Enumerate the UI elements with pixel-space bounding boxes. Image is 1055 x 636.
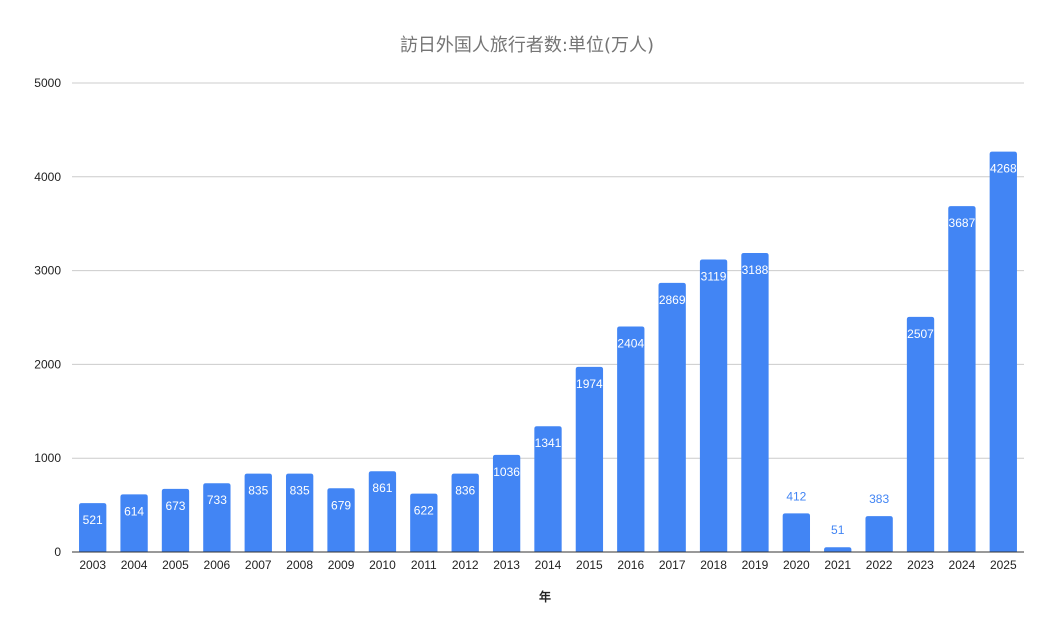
data-label-2008: 835 bbox=[290, 484, 310, 498]
x-tick-label-2011: 2011 bbox=[411, 558, 437, 572]
data-label-2006: 733 bbox=[207, 493, 227, 507]
bar-2013 bbox=[492, 454, 521, 552]
bar-2003 bbox=[79, 503, 107, 552]
bar-2021 bbox=[824, 547, 852, 552]
bar-2014 bbox=[534, 426, 562, 552]
bar-2016 bbox=[617, 326, 645, 552]
bar-2019 bbox=[741, 252, 769, 552]
bar-2017 bbox=[658, 282, 686, 552]
x-tick-label-2007: 2007 bbox=[245, 558, 272, 572]
bar-2024 bbox=[948, 206, 976, 552]
x-tick-label-2014: 2014 bbox=[535, 558, 562, 572]
bar-2022 bbox=[865, 516, 893, 552]
x-tick-label-2017: 2017 bbox=[659, 558, 686, 572]
x-tick-label-2021: 2021 bbox=[824, 558, 851, 572]
x-tick-label-2006: 2006 bbox=[204, 558, 231, 572]
bar-2010 bbox=[368, 471, 397, 552]
bar-2020 bbox=[782, 513, 811, 552]
x-tick-label-2025: 2025 bbox=[990, 558, 1017, 572]
data-label-2005: 673 bbox=[165, 499, 185, 513]
bar-2011 bbox=[410, 493, 438, 552]
bar-2008 bbox=[285, 473, 314, 552]
x-tick-label-2009: 2009 bbox=[328, 558, 355, 572]
x-tick-label-2003: 2003 bbox=[79, 558, 106, 572]
x-tick-label-2008: 2008 bbox=[286, 558, 313, 572]
data-label-2023: 2507 bbox=[907, 327, 934, 341]
y-tick-label-2: 2000 bbox=[34, 357, 61, 371]
data-label-2020: 412 bbox=[786, 489, 806, 503]
bars bbox=[79, 151, 1017, 552]
x-tick-label-2004: 2004 bbox=[121, 558, 148, 572]
bar-2005 bbox=[161, 488, 190, 552]
data-label-2014: 1341 bbox=[535, 436, 562, 450]
data-label-2004: 614 bbox=[124, 504, 144, 518]
data-label-2016: 2404 bbox=[617, 337, 644, 351]
y-tick-label-3: 3000 bbox=[34, 264, 61, 278]
x-tick-label-2019: 2019 bbox=[742, 558, 769, 572]
y-tick-label-4: 4000 bbox=[34, 170, 61, 184]
data-label-2017: 2869 bbox=[659, 293, 686, 307]
data-labels: 521 614 673 733 835 835 679 861 622 836 1036 1341 19… bbox=[83, 162, 1017, 538]
x-axis-ticks: 2003 2004 2005 2006 2007 2008 2009 2010 2011 2012… bbox=[79, 558, 1017, 572]
data-label-2013: 1036 bbox=[493, 465, 520, 479]
bar-2007 bbox=[244, 473, 272, 552]
data-label-2019: 3188 bbox=[742, 263, 769, 277]
data-label-2022: 383 bbox=[869, 492, 889, 506]
x-tick-label-2012: 2012 bbox=[452, 558, 479, 572]
data-label-2003: 521 bbox=[83, 513, 103, 527]
data-label-2024: 3687 bbox=[949, 216, 976, 230]
data-label-2011: 622 bbox=[414, 504, 434, 518]
data-label-2021: 51 bbox=[831, 523, 845, 537]
y-tick-label-1: 1000 bbox=[34, 451, 61, 465]
bar-2009 bbox=[327, 488, 355, 552]
chart-title: 訪日外国人旅行者数:単位(万人) bbox=[400, 35, 654, 56]
y-axis-ticks: 0 1000 2000 3000 4000 5000 bbox=[34, 76, 61, 559]
x-tick-label-2018: 2018 bbox=[700, 558, 727, 572]
bar-2025 bbox=[989, 151, 1017, 552]
x-tick-label-2015: 2015 bbox=[576, 558, 603, 572]
data-label-2007: 835 bbox=[248, 484, 268, 498]
bar-2006 bbox=[203, 483, 231, 552]
bar-2023 bbox=[906, 316, 935, 552]
x-tick-label-2013: 2013 bbox=[493, 558, 520, 572]
bar-2018 bbox=[699, 259, 728, 552]
data-label-2009: 679 bbox=[331, 498, 351, 512]
x-tick-label-2010: 2010 bbox=[369, 558, 396, 572]
data-label-2015: 1974 bbox=[576, 377, 603, 391]
y-tick-label-5: 5000 bbox=[34, 76, 61, 90]
data-label-2010: 861 bbox=[372, 481, 392, 495]
x-tick-label-2022: 2022 bbox=[866, 558, 893, 572]
y-tick-label-0: 0 bbox=[54, 545, 61, 559]
x-tick-label-2016: 2016 bbox=[617, 558, 644, 572]
bar-2012 bbox=[451, 473, 479, 552]
bar-2004 bbox=[120, 494, 148, 552]
data-label-2018: 3119 bbox=[701, 269, 727, 283]
data-label-2012: 836 bbox=[455, 484, 475, 498]
x-axis-title: 年 bbox=[539, 589, 551, 604]
x-tick-label-2005: 2005 bbox=[162, 558, 189, 572]
data-label-2025: 4268 bbox=[990, 162, 1017, 176]
gridlines bbox=[72, 82, 1024, 459]
x-tick-label-2024: 2024 bbox=[949, 558, 976, 572]
x-tick-label-2023: 2023 bbox=[907, 558, 934, 572]
bar-2015 bbox=[575, 366, 604, 552]
x-tick-label-2020: 2020 bbox=[783, 558, 810, 572]
